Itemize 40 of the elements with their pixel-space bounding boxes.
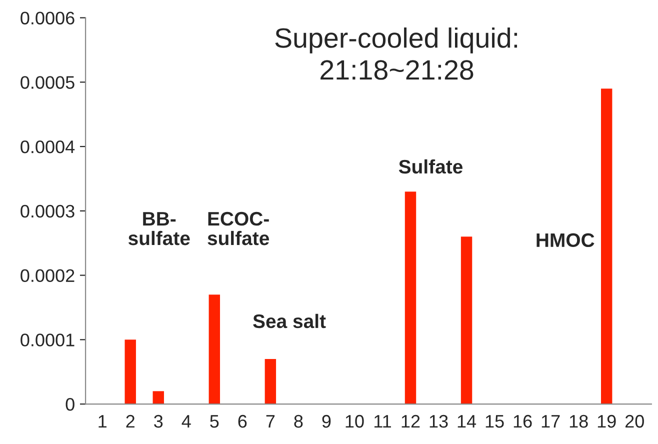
annotation: ECOC- sulfate <box>208 212 270 246</box>
x-tick-label: 17 <box>542 415 560 428</box>
x-tick-label: 8 <box>294 414 303 428</box>
x-tick-label: 10 <box>346 414 364 428</box>
x-tick-label: 16 <box>514 414 532 428</box>
y-tick-label: 0.0003 <box>20 204 74 218</box>
bar <box>460 236 472 404</box>
text: Super-cooled liquid: 21:18~21:28 <box>275 27 518 80</box>
annotation: Sulfate <box>398 159 462 174</box>
x-tick-label: 14 <box>458 415 476 428</box>
x-tick-label: 7 <box>266 415 275 428</box>
x-tick-label: 1 <box>98 415 106 428</box>
bar <box>208 294 220 404</box>
x-tick-label: 15 <box>486 415 504 428</box>
y-tick-label: 0.0002 <box>20 269 74 282</box>
annotation: Sea salt <box>253 314 326 328</box>
x-tick-label: 11 <box>374 415 391 428</box>
x-tick-label: 13 <box>430 414 448 428</box>
x-tick-label: 4 <box>182 415 191 428</box>
bar <box>152 391 164 404</box>
y-tick-label: 0.0006 <box>20 12 74 24</box>
bar <box>600 88 612 404</box>
x-tick-label: 18 <box>570 414 588 428</box>
y-tick-label: 0.0001 <box>20 334 74 346</box>
y-tick-label: 0.0005 <box>20 76 74 89</box>
x-tick-label: 9 <box>322 414 331 428</box>
x-tick-label: 20 <box>625 414 644 428</box>
annotation: HMOC <box>536 233 594 248</box>
x-tick-label: 19 <box>598 414 616 428</box>
x-tick-label: 2 <box>126 414 134 428</box>
bar <box>264 358 276 404</box>
x-tick-label: 6 <box>238 414 247 428</box>
x-tick-label: 12 <box>402 414 420 428</box>
annotation: BB- sulfate <box>128 212 190 246</box>
x-tick-label: 3 <box>154 414 163 428</box>
x-tick-label: 5 <box>210 415 219 428</box>
y-tick-label: 0.0004 <box>20 140 75 154</box>
bar <box>404 192 416 404</box>
bar <box>124 340 136 404</box>
y-tick-label: 0 <box>66 398 74 411</box>
